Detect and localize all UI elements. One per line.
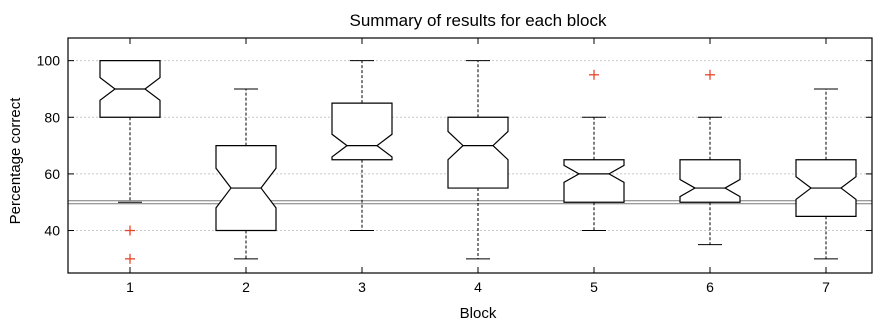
outlier-marker-5-0 (589, 69, 599, 80)
y-tick-label-40: 40 (44, 223, 60, 239)
box-7 (795, 88, 857, 260)
x-tick-label-6: 6 (706, 279, 714, 295)
box-2 (215, 88, 277, 260)
box-body-5 (563, 159, 625, 203)
outlier-marker-1-0 (125, 225, 135, 236)
y-tick-label-100: 100 (37, 53, 61, 69)
box-body-6 (679, 159, 741, 203)
boxes (99, 60, 857, 264)
box-5 (563, 69, 625, 232)
axes: 40 60 80 100 1 2 3 4 5 6 7 (37, 37, 873, 295)
plot-frame (67, 37, 873, 274)
reference-line-group (68, 200, 872, 205)
y-tick-label-80: 80 (44, 109, 60, 125)
x-tick-label-1: 1 (126, 279, 134, 295)
box-4 (447, 60, 509, 260)
y-tick-label-60: 60 (44, 166, 60, 182)
x-tick-label-2: 2 (242, 279, 250, 295)
box-body-4 (447, 116, 509, 189)
outlier-marker-6-0 (705, 69, 715, 80)
outlier-marker-1-1 (125, 253, 135, 264)
box-body-3 (331, 102, 393, 161)
x-tick-label-4: 4 (474, 279, 482, 295)
y-axis-title: Percentage correct (7, 97, 24, 225)
x-tick-label-5: 5 (590, 279, 598, 295)
x-tick-label-3: 3 (358, 279, 366, 295)
box-3 (331, 60, 393, 232)
x-tick-label-7: 7 (822, 279, 830, 295)
x-axis-title: Block (460, 305, 497, 322)
box-1 (99, 60, 161, 264)
chart-title: Summary of results for each block (350, 11, 607, 30)
box-6 (679, 69, 741, 246)
